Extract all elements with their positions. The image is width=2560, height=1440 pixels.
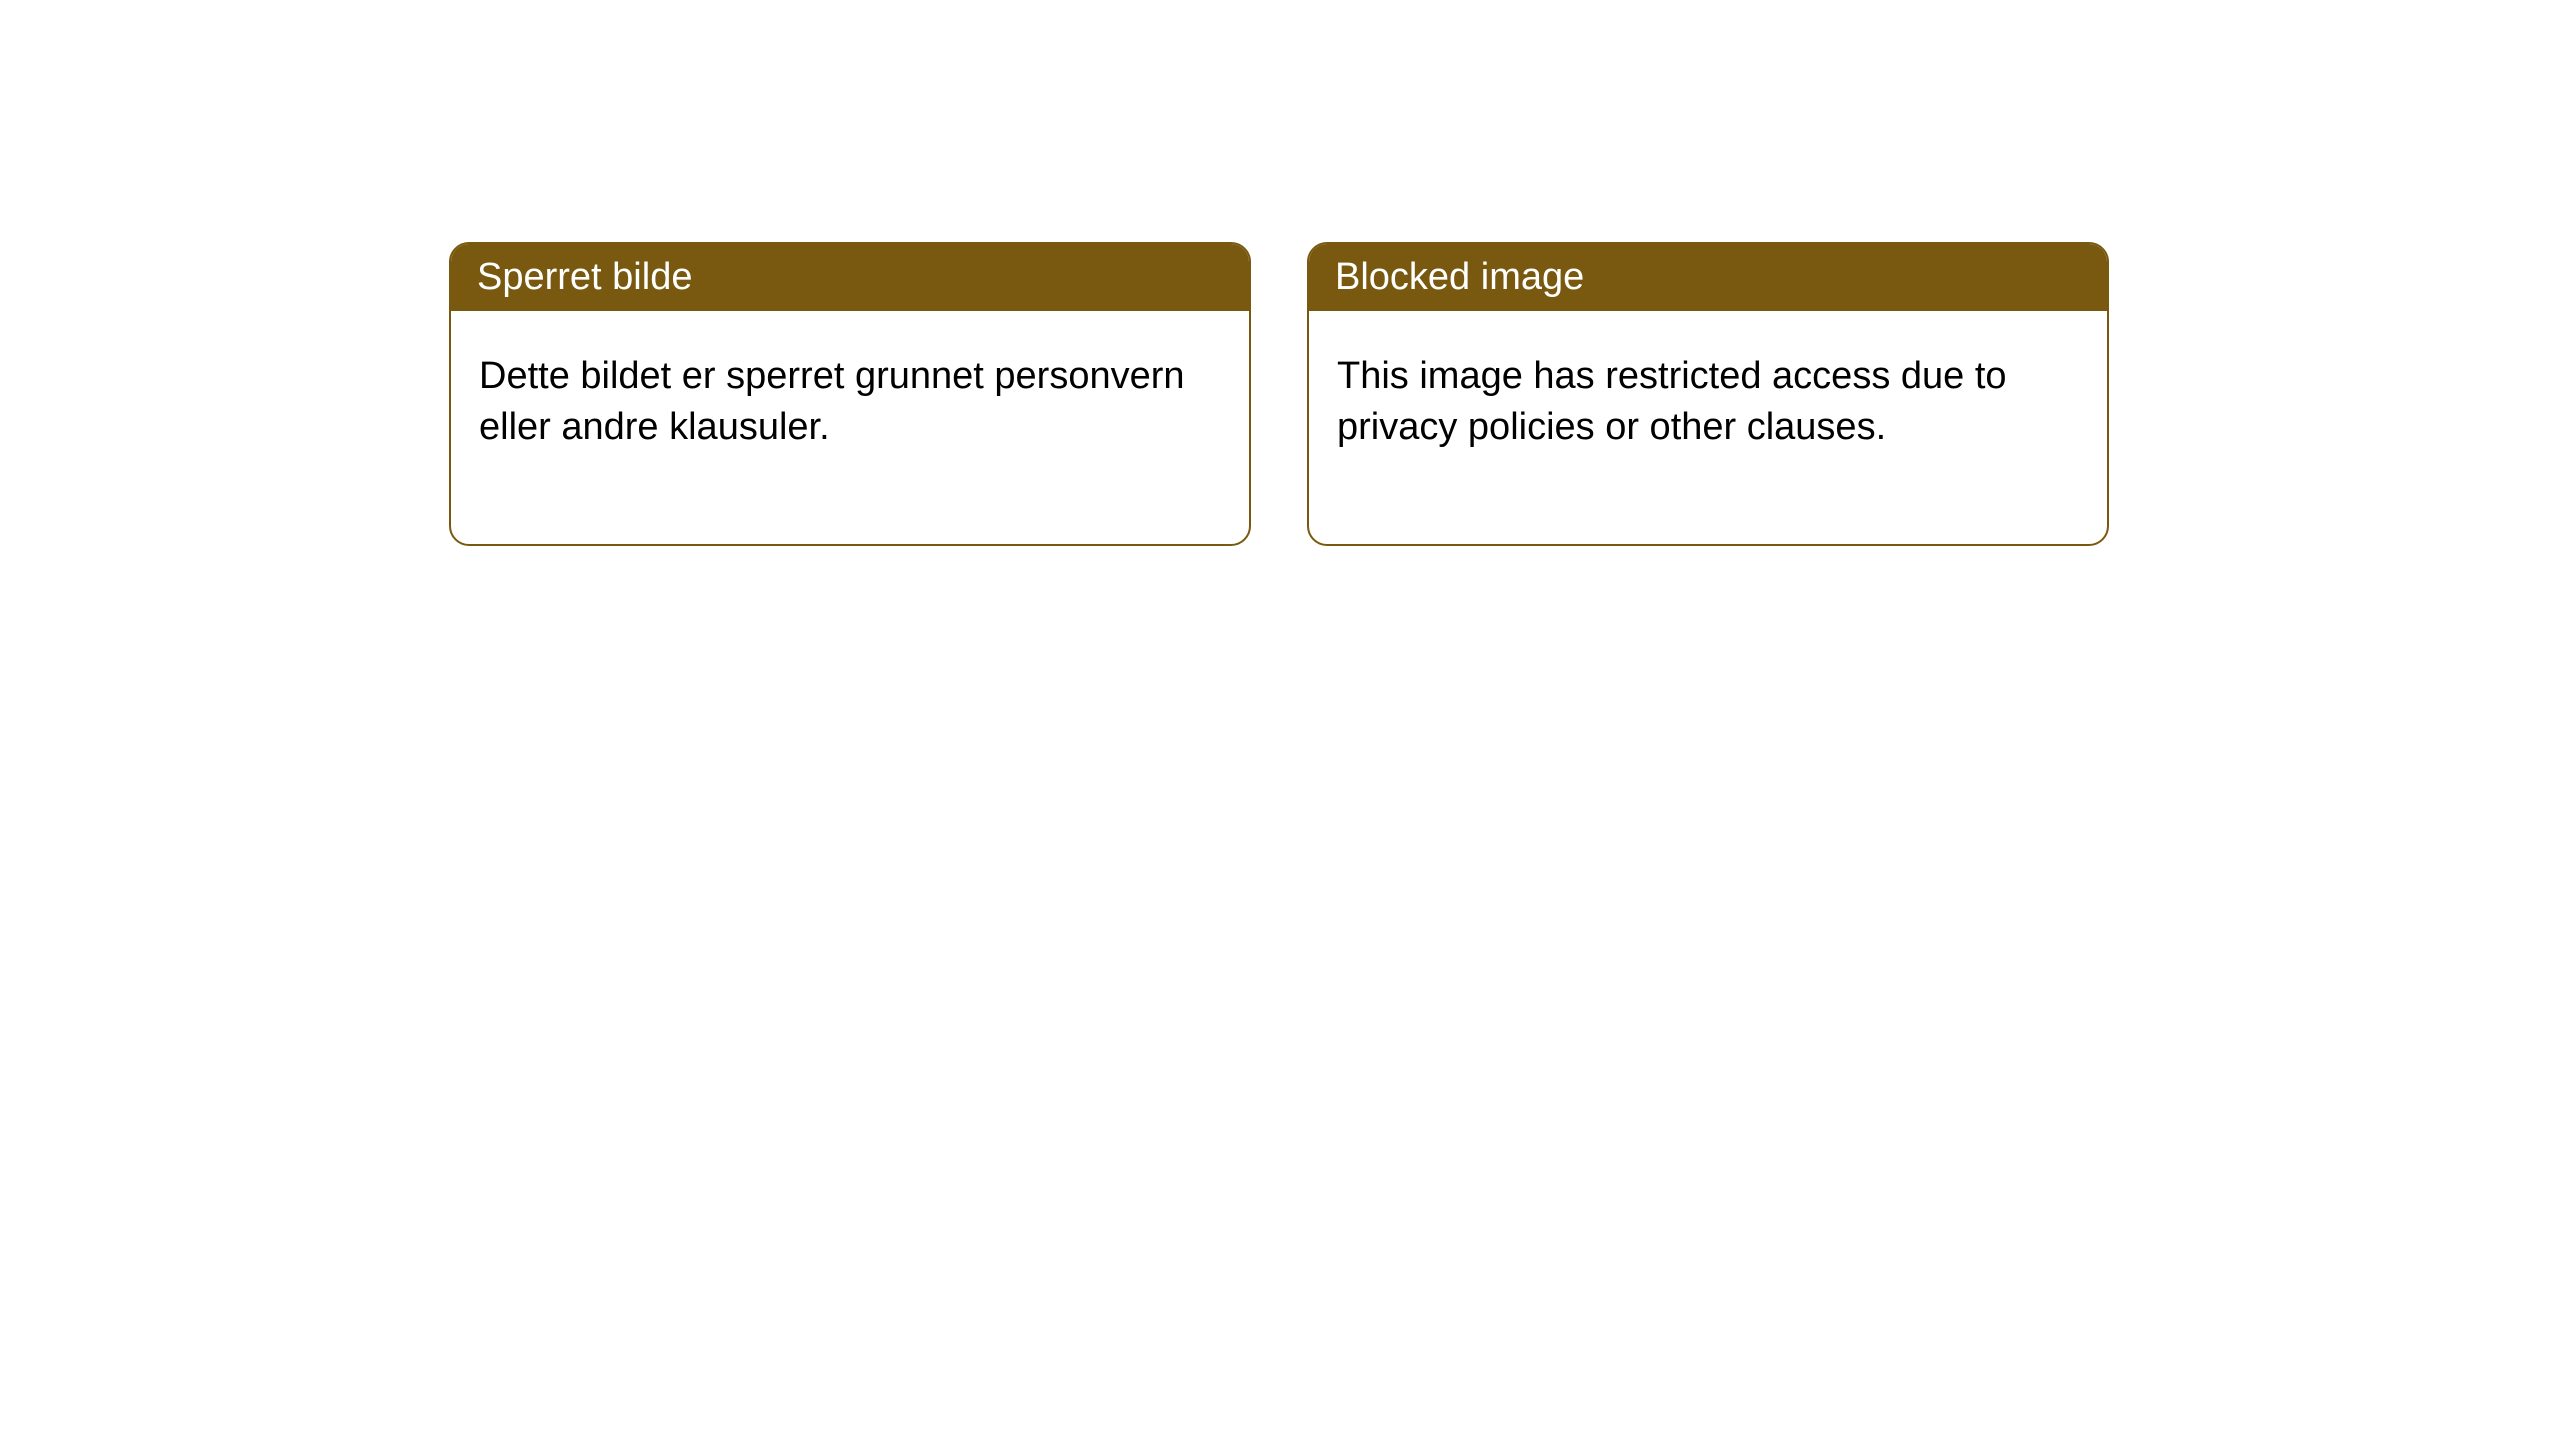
blocked-image-notice-no: Sperret bilde Dette bildet er sperret gr…: [449, 242, 1251, 546]
card-header-no: Sperret bilde: [451, 244, 1249, 311]
notice-container: Sperret bilde Dette bildet er sperret gr…: [0, 0, 2560, 546]
card-header-en: Blocked image: [1309, 244, 2107, 311]
card-body-en: This image has restricted access due to …: [1309, 311, 2107, 544]
blocked-image-notice-en: Blocked image This image has restricted …: [1307, 242, 2109, 546]
card-body-no: Dette bildet er sperret grunnet personve…: [451, 311, 1249, 544]
